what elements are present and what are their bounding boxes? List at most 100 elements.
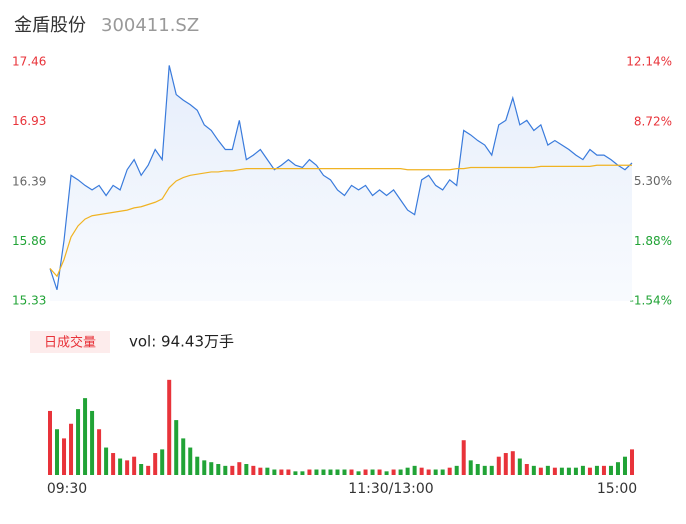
volume-bar (468, 460, 473, 475)
volume-bar (335, 469, 340, 475)
volume-bar (265, 467, 270, 475)
volume-bar (580, 465, 585, 475)
y2-tick-label: 8.72% (634, 114, 672, 128)
volume-bar (370, 469, 375, 475)
volume-bar (531, 465, 536, 475)
volume-bar (573, 467, 578, 475)
y-tick-label: 17.46 (12, 55, 46, 69)
volume-bar (55, 429, 60, 475)
volume-bar (454, 465, 459, 475)
volume-bar (538, 467, 543, 475)
volume-bar (118, 458, 123, 475)
volume-bar (132, 456, 137, 475)
volume-bar (412, 465, 417, 475)
volume-bar (230, 465, 235, 475)
volume-bar (216, 464, 221, 475)
volume-bar (69, 423, 74, 475)
volume-bar (391, 469, 396, 475)
x-tick-label: 11:30/13:00 (348, 481, 433, 497)
x-tick-label: 15:00 (597, 481, 637, 497)
volume-bar (489, 465, 494, 475)
volume-bar (209, 462, 214, 475)
volume-bar (258, 467, 263, 475)
volume-bar (104, 447, 109, 475)
volume-bar (314, 469, 319, 475)
volume-bar (181, 438, 186, 475)
volume-bar (83, 398, 88, 475)
volume-bar (545, 465, 550, 475)
volume-bar (272, 469, 277, 475)
volume-bar (608, 465, 613, 475)
volume-bar (601, 465, 606, 475)
volume-bar (587, 467, 592, 475)
volume-bar (342, 469, 347, 475)
volume-bar (510, 451, 515, 475)
volume-bar (363, 469, 368, 475)
volume-bar (461, 440, 466, 475)
volume-bar (111, 453, 116, 475)
volume-bar (566, 467, 571, 475)
volume-bar (559, 467, 564, 475)
stock-code: 300411.SZ (101, 15, 199, 36)
volume-text: vol: 94.43万手 (129, 333, 234, 351)
volume-bar (377, 469, 382, 475)
volume-bar (48, 410, 52, 475)
y2-tick-label: 5.30% (634, 174, 672, 188)
y-tick-label: 15.33 (12, 294, 46, 308)
volume-bar (433, 469, 438, 475)
volume-bar (349, 469, 354, 475)
volume-bar (321, 469, 326, 475)
volume-bar (237, 462, 242, 475)
volume-bar (223, 465, 228, 475)
volume-bar (146, 465, 151, 475)
volume-bar (384, 471, 389, 475)
volume-bar (279, 469, 284, 475)
volume-bar (160, 449, 165, 475)
x-tick-label: 09:30 (47, 481, 87, 497)
volume-bar (62, 438, 67, 475)
price-line (49, 65, 633, 290)
stock-name: 金盾股份 (14, 15, 86, 36)
volume-bar (174, 420, 179, 475)
volume-bar (503, 453, 508, 475)
volume-bar (615, 462, 620, 475)
volume-bar (496, 456, 501, 475)
volume-legend: 日成交量 (44, 335, 96, 351)
volume-bar (517, 458, 522, 475)
volume-bar (482, 465, 487, 475)
y-tick-label: 16.39 (12, 175, 46, 189)
volume-bar (188, 447, 193, 475)
volume-bar (139, 464, 144, 475)
y2-tick-label: -1.54% (630, 294, 672, 308)
volume-bar (300, 471, 305, 475)
y2-tick-label: 12.14% (626, 55, 672, 69)
volume-bar (76, 409, 81, 475)
volume-bar (405, 467, 410, 475)
y-tick-label: 16.93 (12, 114, 46, 128)
volume-bar (419, 467, 424, 475)
volume-bar (202, 460, 207, 475)
volume-bar (328, 469, 333, 475)
y2-tick-label: 1.88% (634, 234, 672, 248)
volume-bar (594, 465, 599, 475)
legend-box (30, 331, 110, 353)
volume-bar (195, 456, 200, 475)
volume-bar (153, 453, 158, 475)
volume-bar (630, 449, 634, 475)
volume-bar (447, 467, 452, 475)
volume-bar (244, 464, 249, 475)
volume-bar (125, 460, 130, 475)
volume-bar (524, 464, 529, 475)
volume-bar (90, 410, 95, 475)
average-line (49, 164, 632, 278)
y-tick-label: 15.86 (12, 234, 46, 248)
volume-bar (398, 469, 403, 475)
volume-bar (97, 429, 102, 475)
volume-bar (440, 469, 445, 475)
volume-bar (286, 469, 291, 475)
volume-bar (307, 469, 312, 475)
volume-bar (426, 469, 431, 475)
volume-bar (475, 464, 480, 475)
